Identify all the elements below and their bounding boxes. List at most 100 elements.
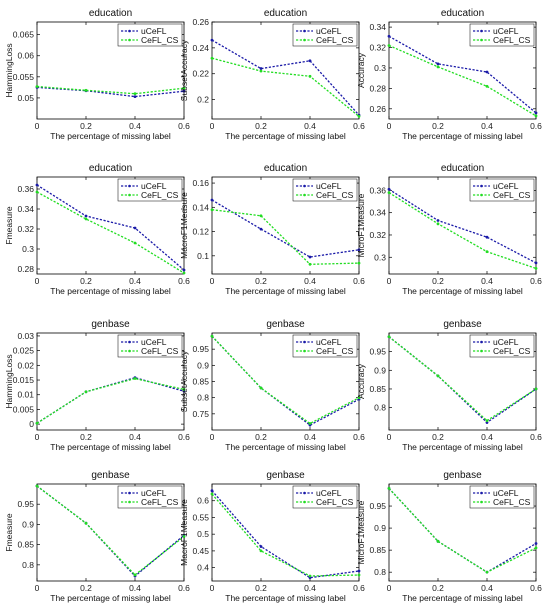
x-tick-label: 0.6: [178, 121, 190, 131]
legend-entry: uCeFL: [141, 488, 167, 498]
series-line-CeFL_CS: [36, 485, 185, 576]
x-tick-label: 0: [35, 432, 40, 442]
y-tick-label: 0.28: [17, 264, 34, 274]
legend-entry: CeFL_CS: [316, 346, 354, 356]
y-axis-label: MacroF1Measure: [179, 499, 189, 566]
chart-panel-1: education 0 0.2 0.4 0.6 0.05 0.055 0.06 0.065 The…: [4, 8, 190, 141]
chart-title: genbase: [91, 319, 130, 330]
x-tick-label: 0.2: [80, 121, 92, 131]
legend-entry: CeFL_CS: [141, 35, 179, 45]
y-tick-label: 0.03: [17, 331, 34, 341]
series-line-uCeFL: [388, 35, 537, 114]
y-tick-label: 0.05: [17, 93, 34, 103]
series-line-CeFL_CS: [211, 493, 360, 577]
series-line-CeFL_CS: [211, 335, 360, 425]
chart-title: genbase: [443, 319, 482, 330]
y-tick-label: 0.55: [192, 512, 209, 522]
series-line-CeFL_CS: [388, 487, 537, 573]
legend-entry: CeFL_CS: [141, 346, 179, 356]
chart-title: education: [89, 163, 132, 174]
x-tick-label: 0.4: [129, 121, 141, 131]
x-axis-label: The percentage of missing label: [50, 131, 171, 141]
y-tick-label: 0.3: [22, 244, 34, 254]
y-tick-label: 0.85: [369, 384, 386, 394]
y-axis-label: HammingLoss: [4, 354, 14, 408]
chart-title: genbase: [443, 470, 482, 481]
data-point-CeFL_CS: [387, 191, 391, 195]
x-axis-label: The percentage of missing label: [402, 442, 523, 452]
legend-entry: uCeFL: [493, 488, 519, 498]
data-point-uCeFL: [357, 248, 361, 252]
x-tick-label: 0.4: [304, 121, 316, 131]
axes-box: [211, 176, 360, 275]
chart-panel-9: genbase 0 0.2 0.4 0.6 0.8 0.85 0.9 0.95 The perce…: [356, 319, 542, 452]
data-point-CeFL_CS: [84, 217, 88, 221]
y-tick-label: 0.005: [13, 404, 35, 414]
x-tick-label: 0.6: [178, 583, 190, 593]
legend-marker: [480, 38, 483, 42]
y-tick-label: 0.26: [192, 17, 209, 27]
x-tick-label: 0.6: [353, 276, 365, 286]
y-tick-label: 0.025: [13, 346, 35, 356]
series-line-CeFL_CS: [388, 192, 537, 270]
legend-marker: [480, 500, 483, 504]
series-line-uCeFL: [211, 490, 360, 579]
chart-panel-5: education 0 0.2 0.4 0.6 0.1 0.12 0.14 0.16 The pe…: [179, 163, 365, 296]
legend-marker: [303, 340, 306, 344]
y-tick-label: 0: [29, 419, 34, 429]
x-axis-label: The percentage of missing label: [50, 286, 171, 296]
legend-entry: uCeFL: [141, 26, 167, 36]
legend-marker: [303, 193, 306, 197]
data-point-CeFL_CS: [357, 115, 361, 118]
data-point-CeFL_CS: [182, 388, 186, 391]
x-tick-label: 0: [210, 121, 215, 131]
y-tick-label: 0.26: [369, 104, 386, 114]
x-axis-label: The percentage of missing label: [225, 442, 346, 452]
x-tick-label: 0.4: [481, 121, 493, 131]
data-point-CeFL_CS: [133, 573, 137, 577]
y-tick-label: 0.95: [17, 499, 34, 509]
x-tick-label: 0.2: [432, 432, 444, 442]
data-point-uCeFL: [308, 59, 312, 63]
y-tick-label: 0.36: [369, 185, 386, 195]
y-tick-label: 0.1: [197, 251, 209, 261]
series-line-CeFL_CS: [36, 377, 185, 424]
legend-entry: CeFL_CS: [493, 190, 531, 200]
x-tick-label: 0.4: [481, 432, 493, 442]
y-tick-label: 0.9: [197, 360, 209, 370]
data-point-CeFL_CS: [357, 573, 361, 577]
x-tick-label: 0: [35, 121, 40, 131]
axes-box: [211, 21, 360, 120]
data-point-CeFL_CS: [485, 250, 489, 254]
x-tick-label: 0.2: [255, 276, 267, 286]
chart-panel-4: education 0 0.2 0.4 0.6 0.28 0.3 0.32 0.34 0.36 Th…: [4, 163, 190, 296]
x-tick-label: 0.4: [304, 276, 316, 286]
x-axis-label: The percentage of missing label: [402, 131, 523, 141]
data-point-CeFL_CS: [436, 374, 440, 378]
y-tick-label: 0.06: [17, 51, 34, 61]
chart-title: genbase: [91, 470, 130, 481]
x-tick-label: 0: [35, 276, 40, 286]
y-tick-label: 0.36: [17, 184, 34, 194]
data-point-CeFL_CS: [84, 521, 88, 525]
data-point-CeFL_CS: [357, 396, 361, 400]
legend-entry: uCeFL: [493, 26, 519, 36]
data-point-CeFL_CS: [84, 390, 88, 394]
data-point-CeFL_CS: [35, 85, 39, 88]
y-axis-label: Accuracy: [356, 363, 366, 399]
legend-marker: [480, 491, 483, 495]
legend-marker: [480, 349, 483, 353]
y-tick-label: 0.85: [192, 377, 209, 387]
y-tick-label: 0.34: [17, 204, 34, 214]
y-tick-label: 0.9: [374, 365, 386, 375]
axes-box: [388, 176, 537, 275]
x-tick-label: 0: [210, 276, 215, 286]
legend-marker: [303, 184, 306, 188]
data-point-CeFL_CS: [436, 539, 440, 543]
data-point-uCeFL: [133, 95, 137, 99]
y-tick-label: 0.45: [192, 546, 209, 556]
y-tick-label: 0.22: [192, 69, 209, 79]
